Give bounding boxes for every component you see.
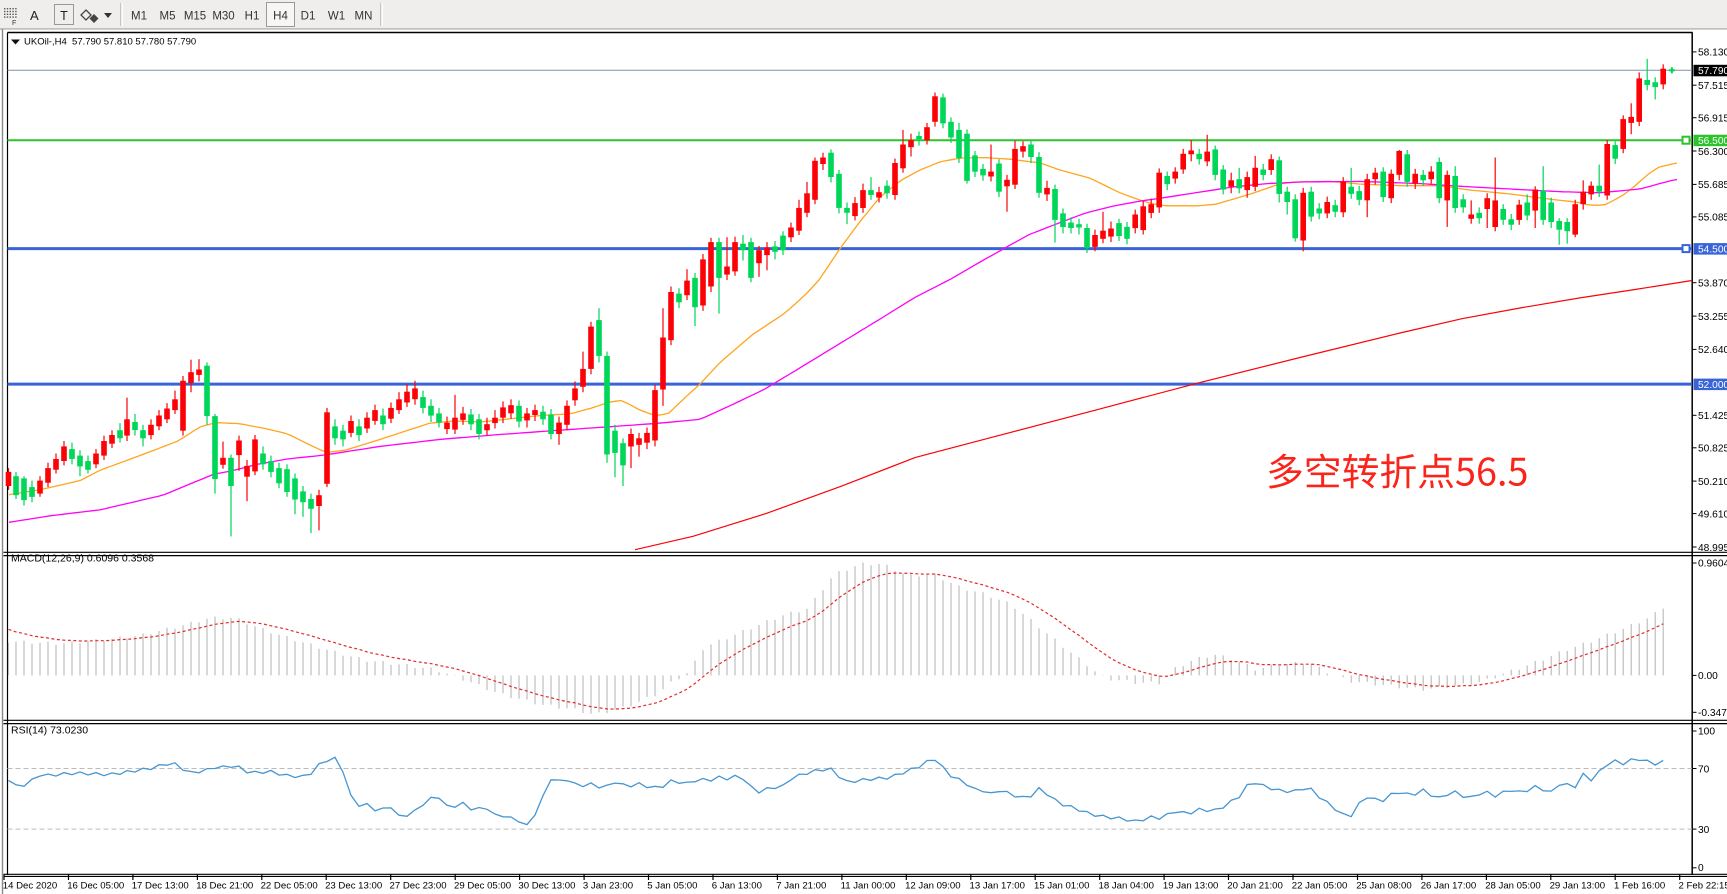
svg-text:28 Jan 05:00: 28 Jan 05:00: [1485, 881, 1540, 892]
svg-text:57.790: 57.790: [1698, 66, 1727, 77]
svg-text:55.685: 55.685: [1698, 180, 1727, 191]
svg-text:51.425: 51.425: [1698, 411, 1727, 422]
svg-text:57.515: 57.515: [1698, 81, 1727, 92]
svg-text:5 Jan 05:00: 5 Jan 05:00: [647, 881, 697, 892]
svg-text:18 Jan 04:00: 18 Jan 04:00: [1099, 881, 1154, 892]
svg-text:UKOil-,H4 57.790 57.810 57.78: UKOil-,H4 57.790 57.810 57.780 57.790: [24, 36, 196, 47]
svg-text:48.995: 48.995: [1698, 543, 1727, 554]
svg-text:70: 70: [1698, 764, 1710, 775]
svg-text:30 Dec 13:00: 30 Dec 13:00: [518, 881, 575, 892]
svg-text:7 Jan 21:00: 7 Jan 21:00: [776, 881, 826, 892]
svg-text:27 Dec 23:00: 27 Dec 23:00: [390, 881, 447, 892]
svg-text:56.300: 56.300: [1698, 147, 1727, 158]
svg-text:MACD(12,26,9) 0.6096 0.3568: MACD(12,26,9) 0.6096 0.3568: [11, 553, 154, 565]
svg-text:W1: W1: [328, 11, 345, 23]
svg-text:11 Jan 00:00: 11 Jan 00:00: [841, 881, 896, 892]
svg-text:M30: M30: [212, 11, 234, 23]
svg-text:52.640: 52.640: [1698, 345, 1727, 356]
svg-text:0.9604: 0.9604: [1698, 558, 1727, 569]
svg-text:30: 30: [1698, 825, 1710, 836]
svg-text:25 Jan 08:00: 25 Jan 08:00: [1356, 881, 1411, 892]
svg-text:55.085: 55.085: [1698, 213, 1727, 224]
svg-text:3 Jan 23:00: 3 Jan 23:00: [583, 881, 633, 892]
svg-text:58.130: 58.130: [1698, 48, 1727, 59]
svg-text:15 Jan 01:00: 15 Jan 01:00: [1034, 881, 1089, 892]
svg-text:F: F: [12, 20, 16, 27]
svg-text:20 Jan 21:00: 20 Jan 21:00: [1227, 881, 1282, 892]
svg-text:M15: M15: [184, 11, 206, 23]
svg-text:100: 100: [1698, 726, 1715, 737]
svg-text:13 Jan 17:00: 13 Jan 17:00: [970, 881, 1025, 892]
svg-text:23 Dec 13:00: 23 Dec 13:00: [325, 881, 382, 892]
svg-text:D1: D1: [301, 11, 316, 23]
svg-text:M1: M1: [131, 11, 147, 23]
svg-text:RSI(14) 73.0230: RSI(14) 73.0230: [11, 725, 88, 737]
svg-text:17 Dec 13:00: 17 Dec 13:00: [132, 881, 189, 892]
svg-text:19 Jan 13:00: 19 Jan 13:00: [1163, 881, 1218, 892]
svg-text:54.500: 54.500: [1698, 245, 1727, 256]
svg-text:T: T: [60, 9, 68, 23]
svg-text:M5: M5: [160, 11, 176, 23]
svg-text:14 Dec 2020: 14 Dec 2020: [3, 881, 57, 892]
svg-text:-0.3473: -0.3473: [1698, 708, 1727, 719]
svg-text:49.610: 49.610: [1698, 509, 1727, 520]
svg-text:53.255: 53.255: [1698, 312, 1727, 323]
svg-text:50.825: 50.825: [1698, 444, 1727, 455]
svg-text:1 Feb 16:00: 1 Feb 16:00: [1614, 881, 1665, 892]
svg-text:2 Feb 22:15: 2 Feb 22:15: [1679, 881, 1727, 892]
svg-text:26 Jan 17:00: 26 Jan 17:00: [1421, 881, 1476, 892]
svg-text:50.210: 50.210: [1698, 477, 1727, 488]
svg-text:29 Dec 05:00: 29 Dec 05:00: [454, 881, 511, 892]
svg-text:56.915: 56.915: [1698, 114, 1727, 125]
svg-text:MN: MN: [355, 11, 373, 23]
svg-text:0: 0: [1698, 863, 1704, 874]
svg-text:52.000: 52.000: [1698, 380, 1727, 391]
svg-text:A: A: [30, 8, 39, 23]
svg-text:H4: H4: [273, 11, 288, 23]
svg-text:12 Jan 09:00: 12 Jan 09:00: [905, 881, 960, 892]
svg-text:56.500: 56.500: [1698, 136, 1727, 147]
svg-text:22 Dec 05:00: 22 Dec 05:00: [261, 881, 318, 892]
svg-text:H1: H1: [245, 11, 260, 23]
svg-text:0.00: 0.00: [1698, 671, 1718, 682]
svg-text:22 Jan 05:00: 22 Jan 05:00: [1292, 881, 1347, 892]
svg-text:18 Dec 21:00: 18 Dec 21:00: [196, 881, 253, 892]
svg-text:29 Jan 13:00: 29 Jan 13:00: [1550, 881, 1605, 892]
svg-text:16 Dec 05:00: 16 Dec 05:00: [67, 881, 124, 892]
svg-text:6 Jan 13:00: 6 Jan 13:00: [712, 881, 762, 892]
svg-text:53.870: 53.870: [1698, 279, 1727, 290]
